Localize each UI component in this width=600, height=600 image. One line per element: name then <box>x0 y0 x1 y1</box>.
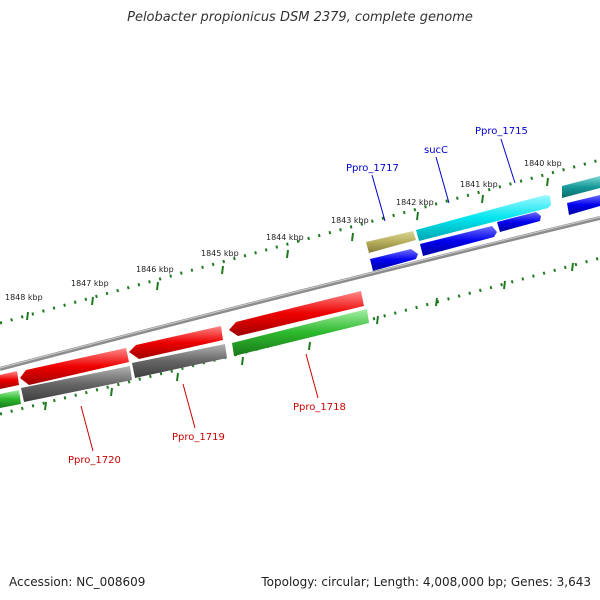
major-tick <box>308 341 311 351</box>
tick-label: 1844 kbp <box>266 233 304 242</box>
label-ppro-1720: Ppro_1720 <box>68 455 121 466</box>
inner-tick-group <box>44 262 574 411</box>
tick-label: 1848 kbp <box>5 293 43 302</box>
connector-succ <box>435 156 450 204</box>
genome-backbone-highlight <box>0 216 600 369</box>
major-tick <box>571 262 574 272</box>
connector-ppro-1715 <box>500 138 516 184</box>
genome-summary-text: Topology: circular; Length: 4,008,000 bp… <box>261 575 591 589</box>
map-title: Pelobacter propionicus DSM 2379, complet… <box>127 10 473 25</box>
label-connectors <box>80 138 516 452</box>
label-succ: sucC <box>424 145 448 156</box>
major-tick <box>110 387 113 397</box>
gene-ppro-1717 <box>366 231 416 253</box>
major-tick <box>156 281 159 291</box>
gene-ppro-1720 <box>20 348 129 385</box>
cds-blue <box>370 249 418 271</box>
major-tick <box>286 249 289 259</box>
tick-group: 1840 kbp 1841 kbp 1842 kbp 1843 kbp 1844… <box>5 159 562 321</box>
tick-label: 1841 kbp <box>460 180 498 189</box>
major-tick <box>221 265 224 275</box>
forward-features <box>366 176 600 271</box>
gene-labels: Ppro_1715 sucC Ppro_1717 Ppro_1718 Ppro_… <box>68 126 528 466</box>
accession-text: Accession: NC_008609 <box>9 575 146 589</box>
cds-left-edge <box>0 390 21 408</box>
cds-ppro-1718 <box>232 309 369 356</box>
tick-label: 1845 kbp <box>201 249 239 258</box>
tick-label: 1847 kbp <box>71 279 109 288</box>
gene-left-edge <box>0 371 19 389</box>
genome-backbone <box>0 216 600 371</box>
major-tick <box>435 297 438 307</box>
cds-blue <box>567 195 600 215</box>
major-tick <box>376 315 379 325</box>
gene-ppro-1719 <box>129 326 223 359</box>
tick-label: 1840 kbp <box>524 159 562 168</box>
major-tick <box>351 232 354 242</box>
tick-label: 1842 kbp <box>396 198 434 207</box>
major-tick <box>416 211 419 221</box>
connector-ppro-1719 <box>182 383 196 429</box>
connector-ppro-1720 <box>80 405 94 452</box>
cds-ppro-1719 <box>132 344 227 378</box>
connector-ppro-1717 <box>371 174 386 222</box>
tick-label: 1846 kbp <box>136 265 174 274</box>
cds-blue <box>497 212 541 232</box>
major-tick <box>503 280 506 290</box>
major-tick <box>481 194 484 204</box>
major-tick <box>44 401 47 411</box>
gene-ppro-1714 <box>562 176 600 198</box>
label-ppro-1717: Ppro_1717 <box>346 163 399 174</box>
reverse-features <box>0 291 369 408</box>
gene-ppro-1718 <box>229 291 364 336</box>
cds-ppro-1720 <box>21 366 132 402</box>
label-ppro-1719: Ppro_1719 <box>172 432 225 443</box>
connector-ppro-1718 <box>305 353 319 399</box>
cds-blue <box>420 226 497 256</box>
major-tick <box>546 177 549 187</box>
major-tick <box>176 372 179 382</box>
major-tick <box>91 296 94 306</box>
label-ppro-1715: Ppro_1715 <box>475 126 528 137</box>
tick-label: 1843 kbp <box>331 216 369 225</box>
gene-ppro-1715 <box>416 195 551 241</box>
major-tick <box>241 356 244 366</box>
major-tick <box>26 311 29 321</box>
label-ppro-1718: Ppro_1718 <box>293 402 346 413</box>
